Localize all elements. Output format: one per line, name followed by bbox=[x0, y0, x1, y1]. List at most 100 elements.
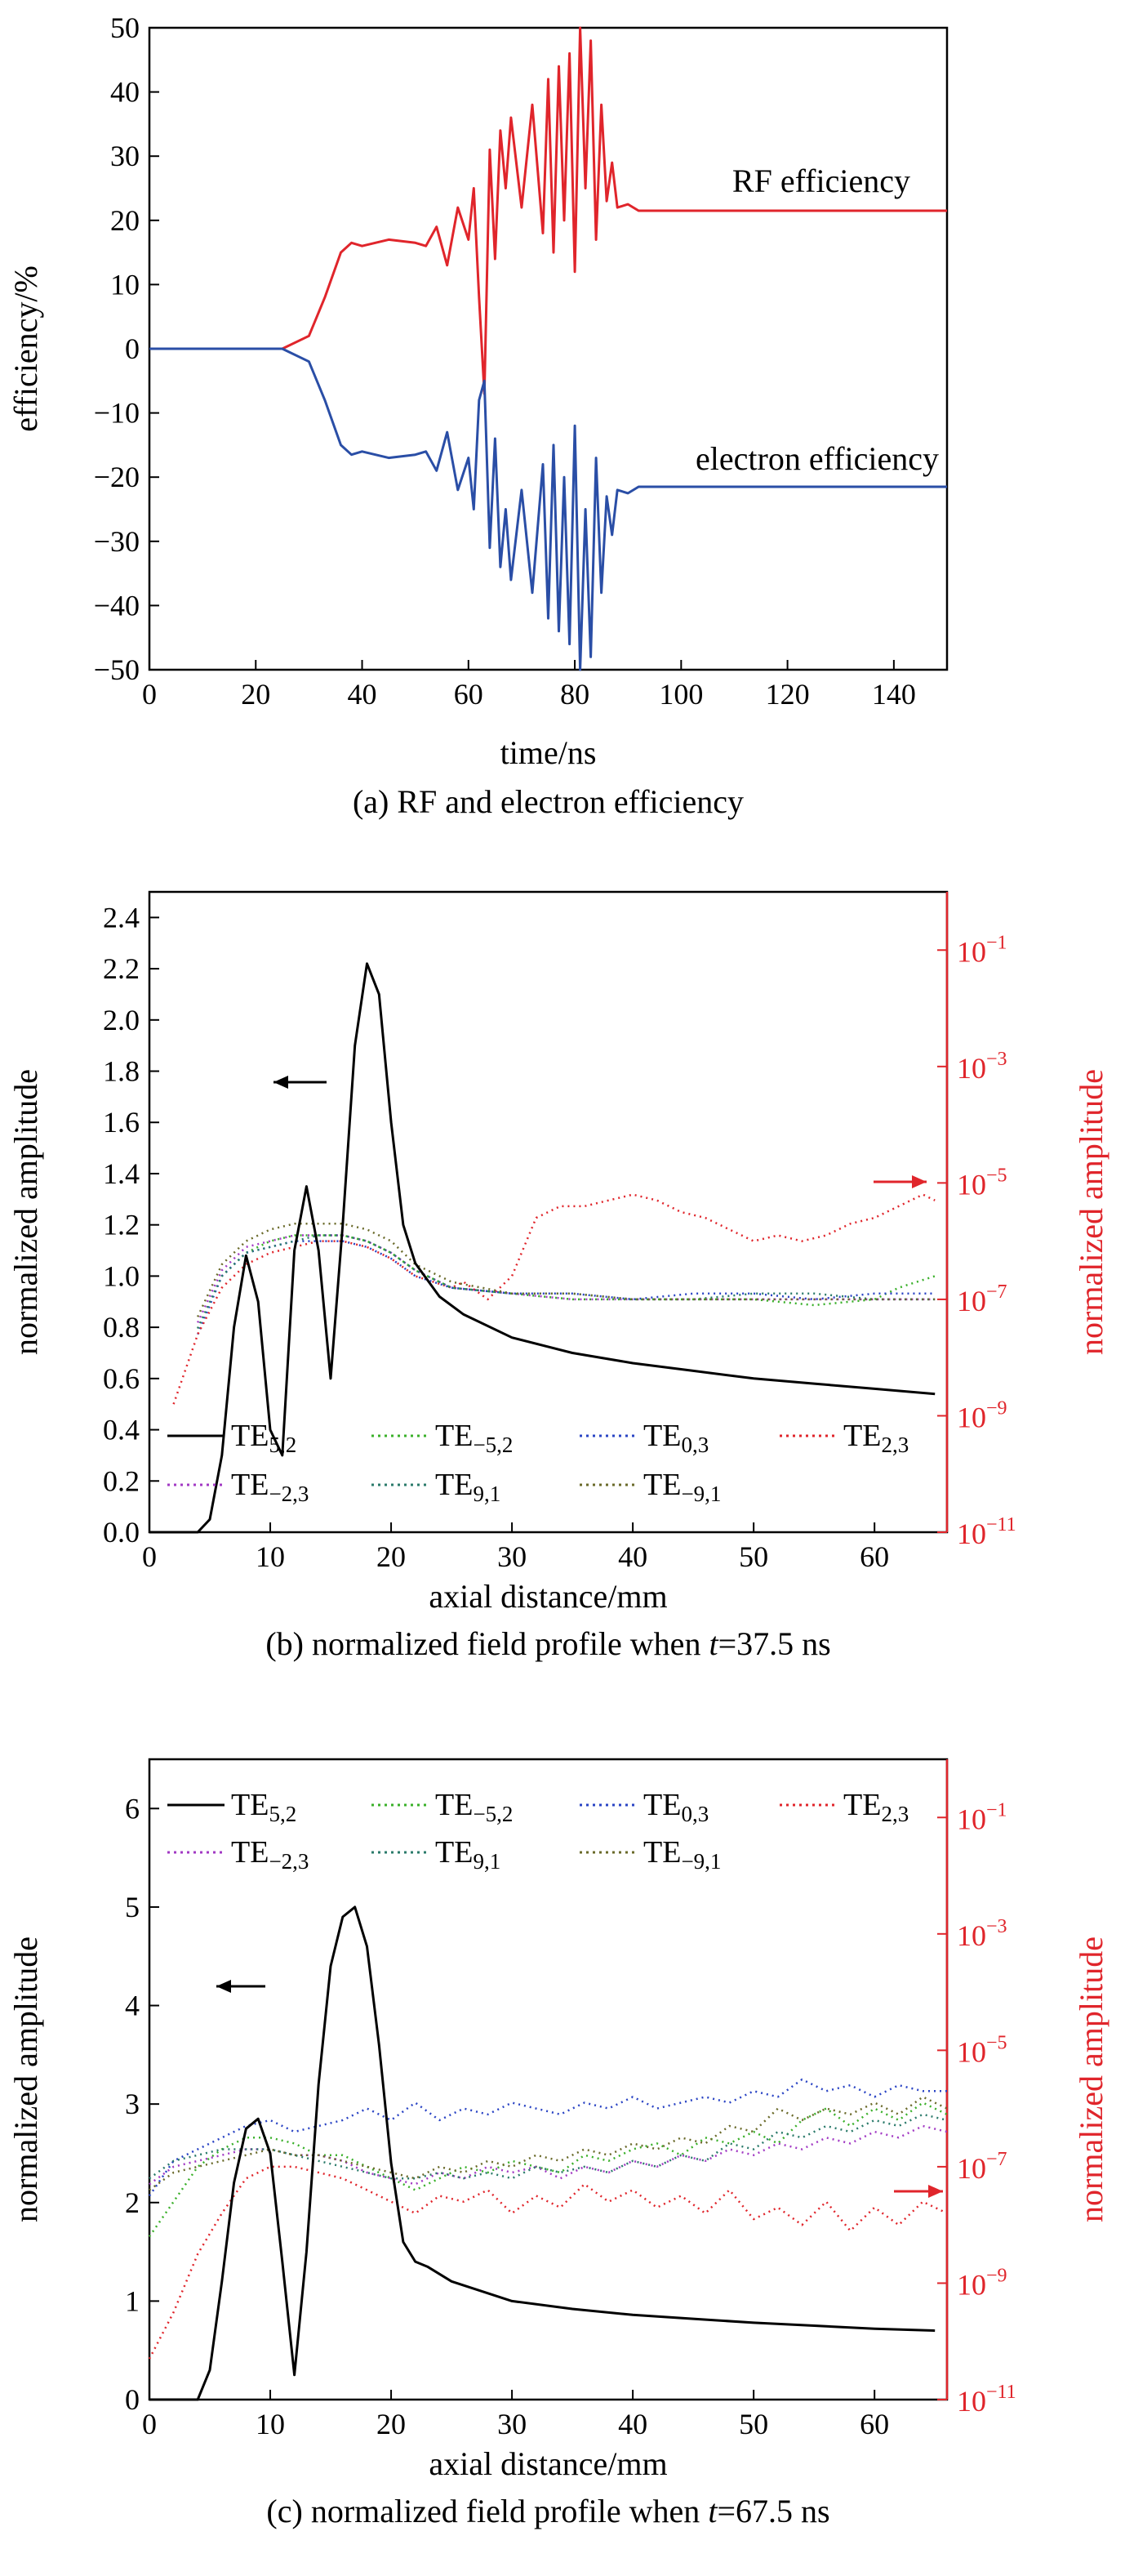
plot-c-xtick-label: 0 bbox=[142, 2408, 157, 2440]
plot-b-ytick-label: 2.2 bbox=[103, 952, 140, 985]
plot-b-ytick-right-label: 10−3 bbox=[957, 1049, 1007, 1085]
plot-a-electron-label: electron efficiency bbox=[696, 440, 939, 477]
plot-c-right-axis-arrow-head bbox=[928, 2185, 943, 2198]
plot-c-series-line bbox=[149, 2096, 948, 2191]
plot-b-series-line bbox=[197, 1234, 936, 1330]
plot-c-xtick-label: 30 bbox=[497, 2408, 527, 2440]
plot-c-left-axis-arrow bbox=[216, 1980, 265, 1993]
plot-c-ytick-label: 6 bbox=[125, 1792, 140, 1825]
plot-b-series-line bbox=[197, 1234, 936, 1330]
plot-b-ytick-label: 0.6 bbox=[103, 1362, 140, 1395]
plot-a-ytick-label: 0 bbox=[125, 332, 140, 365]
plot-c-xlabel: axial distance/mm bbox=[429, 2445, 667, 2482]
plot-c-ytick-right-label: 10−7 bbox=[957, 2149, 1007, 2185]
plot-b-ytick-right-label: 10−1 bbox=[957, 932, 1007, 968]
plot-c-ytick-label: 5 bbox=[125, 1891, 140, 1923]
plot-a-xtick-label: 80 bbox=[560, 678, 589, 711]
plot-b-right-axis-arrow bbox=[874, 1175, 927, 1188]
plot-a-xtick-label: 140 bbox=[872, 678, 916, 711]
plot-b-ytick-label: 0.4 bbox=[103, 1414, 140, 1446]
plot-c-legend-label: TE−5,2 bbox=[435, 1788, 513, 1826]
plot-a-rf-line bbox=[149, 26, 947, 395]
plot-a-electron-line bbox=[149, 347, 947, 671]
plot-c-ytick-label: 2 bbox=[125, 2186, 140, 2219]
plot-c-ytick-label: 4 bbox=[125, 1990, 140, 2022]
plot-b-ytick-right-label: 10−7 bbox=[957, 1281, 1007, 1317]
plot-c-ytick-label: 1 bbox=[125, 2284, 140, 2317]
plot-c-ylabel: normalized amplitude bbox=[7, 1936, 44, 2222]
plot-b-ytick-label: 1.2 bbox=[103, 1209, 140, 1241]
plot-c-series-line bbox=[148, 2101, 948, 2238]
plot-a-ytick-label: 30 bbox=[110, 140, 140, 172]
plot-b-series-line bbox=[197, 1240, 936, 1335]
plot-b-caption: (b) normalized field profile when t=37.5… bbox=[265, 1625, 830, 1662]
plot-a-xtick-label: 0 bbox=[142, 678, 157, 711]
plot-c-legend-label: TE2,3 bbox=[843, 1788, 909, 1826]
plot-b-legend-label: TE−9,1 bbox=[643, 1468, 721, 1506]
plot-b-ytick-right-label: 10−5 bbox=[957, 1165, 1007, 1201]
plot-b-legend-label: TE5,2 bbox=[231, 1419, 296, 1457]
plot-c-legend-label: TE−9,1 bbox=[643, 1835, 721, 1874]
plot-c-xtick-label: 50 bbox=[739, 2408, 768, 2440]
plot-c-caption: (c) normalized field profile when t=67.5… bbox=[266, 2493, 829, 2529]
plot-b-ytick-label: 2.4 bbox=[103, 901, 140, 934]
plot-b-xtick-label: 10 bbox=[256, 1540, 285, 1573]
plot-c-ytick-label: 0 bbox=[125, 2383, 140, 2416]
plot-b-xtick-label: 20 bbox=[376, 1540, 406, 1573]
plot-b-legend-label: TE−5,2 bbox=[435, 1419, 513, 1457]
plot-a-ytick-label: 40 bbox=[110, 76, 140, 109]
plot-b-xtick-label: 40 bbox=[618, 1540, 647, 1573]
plot-b-ytick-label: 0.8 bbox=[103, 1311, 140, 1344]
plot-a-ytick-label: 50 bbox=[110, 11, 140, 44]
plot-c-ylabel-right: normalized amplitude bbox=[1073, 1936, 1109, 2222]
plot-c-ytick-right-label: 10−1 bbox=[957, 1799, 1007, 1835]
plot-b-ytick-right-label: 10−11 bbox=[957, 1514, 1016, 1550]
plot-c-left-axis-arrow-head bbox=[216, 1980, 231, 1993]
plot-c-legend-label: TE9,1 bbox=[435, 1835, 500, 1874]
plot-b-legend-label: TE−2,3 bbox=[231, 1468, 309, 1506]
plot-c-legend-label: TE0,3 bbox=[643, 1788, 709, 1826]
plot-a-xtick-label: 20 bbox=[241, 678, 270, 711]
plot-a-ytick-label: 20 bbox=[110, 204, 140, 237]
plot-a-ytick-label: −50 bbox=[94, 653, 140, 686]
plot-c-legend-label: TE5,2 bbox=[231, 1788, 296, 1826]
plot-b-series-line bbox=[172, 1193, 936, 1405]
plot-c-xtick-label: 10 bbox=[256, 2408, 285, 2440]
plot-b-xtick-label: 0 bbox=[142, 1540, 157, 1573]
plot-c-ytick-right-label: 10−11 bbox=[957, 2382, 1016, 2418]
plot-b-xtick-label: 60 bbox=[860, 1540, 889, 1573]
plot-c-xtick-label: 20 bbox=[376, 2408, 406, 2440]
plot-a-xlabel: time/ns bbox=[500, 734, 597, 771]
plot-b-ytick-label: 1.0 bbox=[103, 1259, 140, 1292]
plot-b-legend-label: TE0,3 bbox=[643, 1419, 709, 1457]
plot-a-caption: (a) RF and electron efficiency bbox=[353, 783, 744, 820]
plot-a-xtick-label: 100 bbox=[659, 678, 703, 711]
plot-c-xtick-label: 60 bbox=[860, 2408, 889, 2440]
plot-b-ytick-label: 1.4 bbox=[103, 1157, 140, 1190]
plot-c-ytick-label: 3 bbox=[125, 2088, 140, 2120]
plot-a-ytick-label: −30 bbox=[94, 525, 140, 558]
plot-a-ytick-label: −20 bbox=[94, 461, 140, 493]
plot-c-series-line bbox=[149, 2124, 948, 2186]
plot-a-ytick-label: −40 bbox=[94, 589, 140, 622]
plot-b-left-axis-arrow bbox=[273, 1076, 327, 1089]
plot-b-ytick-label: 1.6 bbox=[103, 1106, 140, 1139]
plot-b-xtick-label: 50 bbox=[739, 1540, 768, 1573]
plot-c-series-line bbox=[149, 2113, 948, 2180]
plot-c-right-axis-arrow bbox=[894, 2185, 943, 2198]
plot-c-series-line bbox=[148, 2165, 948, 2360]
plot-b-legend-label: TE2,3 bbox=[843, 1419, 909, 1457]
plot-c-series-line bbox=[148, 2078, 947, 2197]
plot-b-ylabel: normalized amplitude bbox=[7, 1069, 44, 1355]
plot-b-legend-label: TE9,1 bbox=[435, 1468, 500, 1506]
plot-b-ytick-label: 2.0 bbox=[103, 1004, 140, 1036]
plot-b-left-axis-arrow-head bbox=[273, 1076, 288, 1089]
plot-c-ytick-right-label: 10−5 bbox=[957, 2032, 1007, 2068]
plot-b-ytick-right-label: 10−9 bbox=[957, 1397, 1007, 1433]
plot-a-ylabel: efficiency/% bbox=[7, 265, 44, 432]
plot-a-rf-label: RF efficiency bbox=[732, 163, 910, 199]
plot-a-xtick-label: 40 bbox=[348, 678, 377, 711]
plot-b-xtick-label: 30 bbox=[497, 1540, 527, 1573]
plot-a-xtick-label: 120 bbox=[766, 678, 810, 711]
